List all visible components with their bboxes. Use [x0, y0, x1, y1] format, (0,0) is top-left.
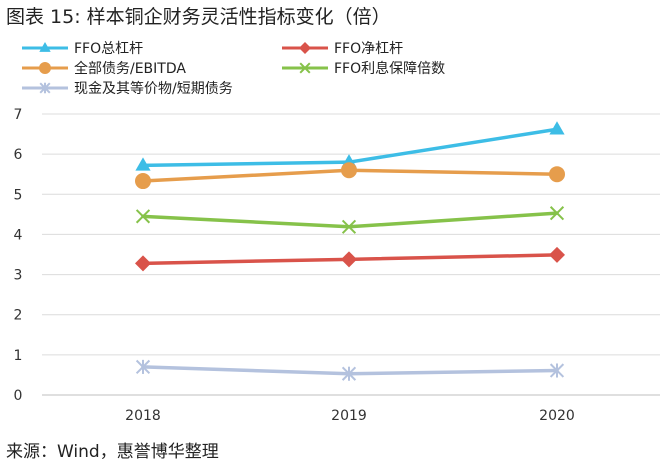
legend-label: 现金及其等价物/短期债务 — [74, 80, 233, 97]
legend-marker — [39, 62, 51, 74]
y-tick-label: 5 — [14, 187, 23, 203]
chart-title: 图表 15: 样本铜企财务灵活性指标变化（倍） — [6, 6, 391, 28]
y-tick-label: 3 — [14, 268, 23, 284]
data-point — [341, 251, 357, 268]
legend-item: FFO利息保障倍数 — [282, 60, 445, 77]
source-note: 来源：Wind，惠誉博华整理 — [6, 442, 219, 462]
y-tick-label: 7 — [14, 107, 23, 123]
data-point — [549, 121, 565, 135]
legend-item: 全部债务/EBITDA — [22, 60, 186, 77]
y-axis-ticks: 0 1 2 3 4 5 6 7 — [14, 107, 23, 404]
data-point — [341, 162, 357, 179]
legend-marker — [299, 62, 311, 74]
legend-label: FFO净杠杆 — [334, 41, 403, 57]
legend-item: 现金及其等价物/短期债务 — [22, 80, 233, 97]
series-3 — [135, 162, 565, 190]
legend-marker — [299, 42, 311, 54]
data-point — [135, 255, 151, 272]
legend-marker — [39, 82, 51, 94]
data-point — [549, 363, 565, 378]
x-tick-label: 2019 — [331, 408, 367, 424]
series-4 — [135, 206, 565, 234]
legend-item: FFO总杠杆 — [22, 41, 143, 57]
data-point — [135, 359, 151, 375]
data-point — [341, 219, 357, 234]
data-point — [135, 209, 151, 224]
legend-marker — [39, 42, 51, 52]
series-2 — [135, 246, 565, 272]
data-point — [549, 206, 565, 221]
legend-label: 全部债务/EBITDA — [74, 60, 186, 77]
y-tick-label: 6 — [14, 147, 23, 163]
x-axis-ticks: 2018 2019 2020 — [125, 408, 575, 424]
legend-label: FFO总杠杆 — [74, 41, 143, 57]
data-point — [135, 173, 151, 190]
legend-item: FFO净杠杆 — [282, 41, 403, 57]
data-point — [341, 366, 357, 381]
series-group — [135, 121, 565, 381]
x-tick-label: 2018 — [125, 408, 161, 424]
y-tick-label: 2 — [14, 308, 23, 324]
x-tick-label: 2020 — [539, 408, 575, 424]
gridlines — [42, 113, 660, 396]
y-tick-label: 1 — [14, 348, 23, 364]
y-tick-label: 0 — [14, 388, 23, 404]
series-5 — [135, 359, 565, 381]
legend-label: FFO利息保障倍数 — [334, 60, 445, 77]
data-point — [135, 157, 151, 171]
y-tick-label: 4 — [14, 227, 23, 243]
data-point — [549, 246, 565, 263]
data-point — [549, 166, 565, 183]
